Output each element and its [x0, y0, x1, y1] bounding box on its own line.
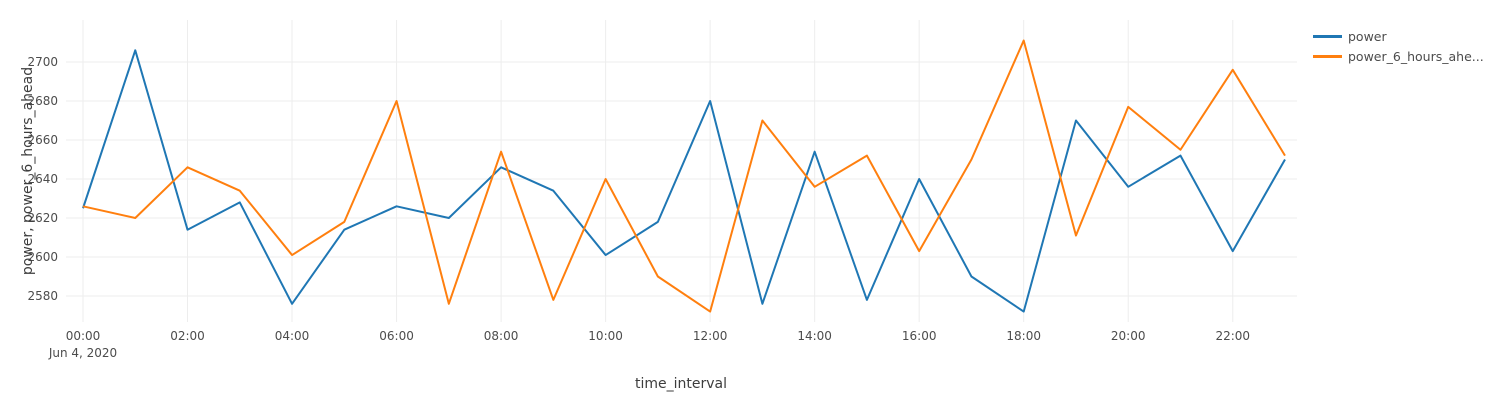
- y-axis-title: power, power_6_hours_ahead: [20, 67, 36, 275]
- y-tick-label: 2680: [27, 94, 58, 108]
- x-axis-title: time_interval: [635, 376, 727, 392]
- legend-line-swatch-power-6-hours-ahead: [1313, 55, 1342, 58]
- legend-label-power-6-hours-ahead: power_6_hours_ahe...: [1348, 49, 1484, 64]
- legend-item-power[interactable]: power: [1313, 29, 1484, 44]
- y-tick-label: 2600: [27, 250, 58, 264]
- y-tick-label: 2620: [27, 211, 58, 225]
- series-lines: [82, 39, 1286, 313]
- x-axis-date-label: Jun 4, 2020: [48, 346, 117, 360]
- legend: power power_6_hours_ahe...: [1313, 29, 1484, 64]
- y-tick-label: 2640: [27, 172, 58, 186]
- legend-label-power: power: [1348, 29, 1387, 44]
- y-tick-label: 2700: [27, 55, 58, 69]
- x-tick-label: 12:00: [693, 329, 728, 343]
- series-line-power[interactable]: [82, 49, 1286, 313]
- legend-item-power-6-hours-ahead[interactable]: power_6_hours_ahe...: [1313, 49, 1484, 64]
- y-tick-label: 2660: [27, 133, 58, 147]
- x-tick-label: 08:00: [484, 329, 519, 343]
- series-line-power_6_hours_ahead[interactable]: [82, 39, 1286, 313]
- x-tick-label: 14:00: [797, 329, 832, 343]
- y-tick-label: 2580: [27, 289, 58, 303]
- x-tick-label: 22:00: [1215, 329, 1250, 343]
- legend-line-swatch-power: [1313, 35, 1342, 38]
- x-axis-tick-labels: 00:00 02:00 04:00 06:00 08:00 10:00 12:00 14:00…: [66, 329, 1250, 343]
- y-axis-tick-labels: 2580 2600 2620 2640 2660 2680 2700: [27, 55, 58, 303]
- x-tick-label: 00:00: [66, 329, 101, 343]
- x-tick-label: 20:00: [1111, 329, 1146, 343]
- x-tick-label: 18:00: [1006, 329, 1041, 343]
- x-tick-label: 06:00: [379, 329, 414, 343]
- x-tick-label: 02:00: [170, 329, 205, 343]
- x-tick-label: 04:00: [275, 329, 310, 343]
- gridlines: [66, 20, 1297, 322]
- x-tick-label: 16:00: [902, 329, 937, 343]
- x-tick-label: 10:00: [588, 329, 623, 343]
